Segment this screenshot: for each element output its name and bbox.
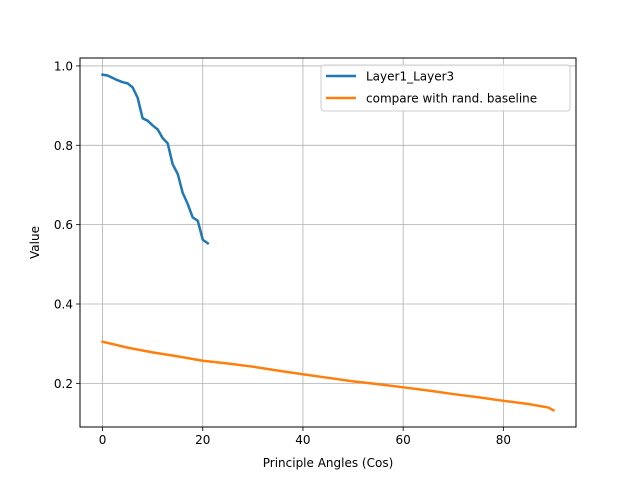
y-axis-ticks: 0.2 0.4 0.6 0.8 1.0 [54,59,80,391]
x-tick-label: 60 [396,433,411,447]
y-tick-label: 0.6 [54,218,73,232]
x-tick-label: 0 [99,433,107,447]
plot-area-frame [79,57,577,428]
x-axis-label: Principle Angles (Cos) [263,456,394,470]
series-line-1 [101,340,556,413]
grid [80,58,576,427]
y-tick-label: 0.2 [54,377,73,391]
x-tick-label: 20 [195,433,210,447]
legend: Layer1_Layer3 compare with rand. baselin… [320,64,571,112]
series-lines [101,73,556,413]
legend-label-rand-baseline: compare with rand. baseline [366,92,537,106]
y-tick-label: 0.8 [54,139,73,153]
legend-label-layer1-layer3: Layer1_Layer3 [366,70,454,84]
y-tick-label: 0.4 [54,298,73,312]
x-tick-label: 80 [496,433,511,447]
series-line-0 [101,73,210,246]
x-tick-label: 40 [295,433,310,447]
legend-box [320,64,571,112]
y-axis-label: Value [28,226,42,259]
x-axis-ticks: 0 20 40 60 80 [99,427,511,447]
y-tick-label: 1.0 [54,59,73,73]
